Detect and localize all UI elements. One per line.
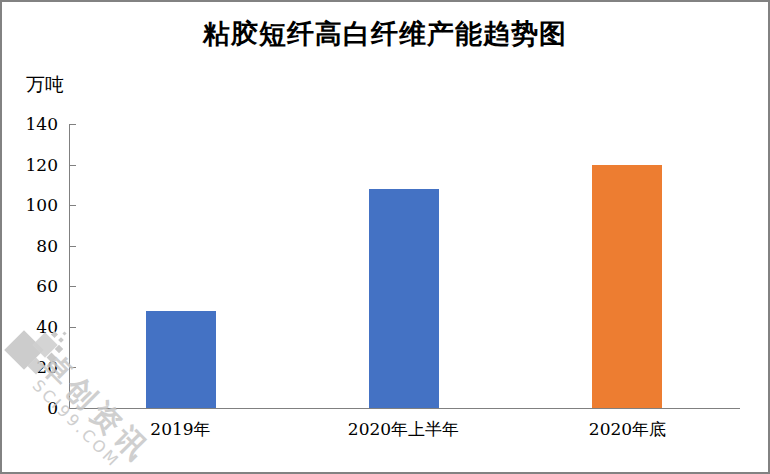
- bar-2020年底: [592, 165, 662, 408]
- watermark-dot-icon: [58, 337, 64, 343]
- y-tick-mark: [70, 124, 76, 125]
- y-tick-label-60: 60: [6, 276, 58, 296]
- chart-title: 粘胶短纤高白纤维产能趋势图: [2, 16, 768, 52]
- capacity-trend-chart: 粘胶短纤高白纤维产能趋势图 万吨 0 20 40 60 80 100 120 140 2019…: [0, 0, 770, 474]
- y-tick-label-40: 40: [6, 317, 58, 337]
- y-tick-mark: [70, 165, 76, 166]
- y-tick-mark: [70, 286, 76, 287]
- y-tick-label-0: 0: [6, 398, 58, 418]
- y-tick-label-140: 140: [6, 114, 58, 134]
- y-tick-label-100: 100: [6, 195, 58, 215]
- y-tick-mark: [70, 367, 76, 368]
- y-tick-mark: [70, 246, 76, 247]
- watermark-dot-icon: [62, 331, 66, 335]
- y-tick-label-20: 20: [6, 357, 58, 377]
- y-tick-label-80: 80: [6, 236, 58, 256]
- y-tick-mark: [70, 408, 76, 409]
- y-axis-line: [69, 124, 70, 409]
- bar-2020年上半年: [369, 189, 439, 408]
- x-axis-label-2020年底: 2020年底: [516, 418, 739, 441]
- watermark-dot-icon: [55, 345, 63, 353]
- x-axis-line: [69, 408, 740, 409]
- x-axis-label-2020年上半年: 2020年上半年: [292, 418, 515, 441]
- y-axis-unit-label: 万吨: [26, 72, 64, 98]
- y-tick-mark: [70, 205, 76, 206]
- y-tick-mark: [70, 327, 76, 328]
- x-axis-label-2019年: 2019年: [69, 418, 292, 441]
- bar-2019年: [146, 311, 216, 408]
- y-tick-label-120: 120: [6, 155, 58, 175]
